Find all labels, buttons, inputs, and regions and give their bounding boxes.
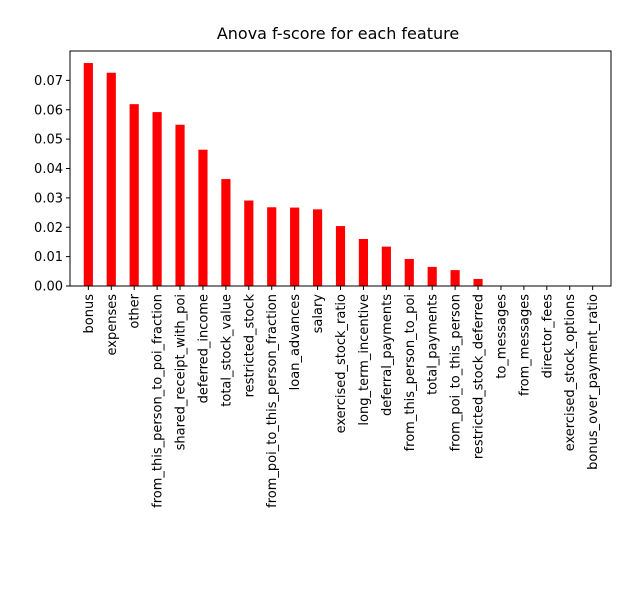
x-tick-label: exercised_stock_ratio xyxy=(334,294,349,433)
x-tick-label: expenses xyxy=(105,294,120,356)
y-tick-label: 0.05 xyxy=(34,133,63,148)
x-tick-label: total_payments xyxy=(426,294,441,395)
x-tick-label: other xyxy=(128,293,143,328)
y-tick-label: 0.07 xyxy=(34,74,63,89)
bar-from_this_person_to_poi_fraction xyxy=(152,112,162,286)
bar-total_stock_value xyxy=(221,179,231,286)
x-tick-label: from_poi_to_this_person xyxy=(449,294,464,451)
bar-long_term_incentive xyxy=(358,239,369,286)
bar-from_poi_to_this_person xyxy=(450,270,460,286)
x-axis: bonus expenses other from_this_person_to_po… xyxy=(82,286,601,508)
bar-salary xyxy=(312,209,323,286)
bar-other xyxy=(129,104,139,286)
bar-restricted_stock_deferred xyxy=(473,278,483,286)
chart-title: Anova f-score for each feature xyxy=(217,24,459,43)
x-tick-label: from_messages xyxy=(517,294,532,396)
y-tick-label: 0.06 xyxy=(34,103,63,118)
bar-from_poi_to_this_person_fraction xyxy=(267,207,277,286)
x-tick-label: from_this_person_to_poi xyxy=(403,294,418,451)
y-axis: 0.00 0.01 0.02 0.03 0.04 0.05 0.06 0.07 xyxy=(34,74,70,295)
x-tick-label: deferral_payments xyxy=(380,294,395,416)
plot-frame xyxy=(69,50,612,287)
bar-exercised_stock_ratio xyxy=(335,226,346,286)
bar-expenses xyxy=(106,72,116,287)
bar-deferral_payments xyxy=(381,246,391,286)
x-tick-label: deferred_income xyxy=(196,294,211,403)
x-tick-label: to_messages xyxy=(494,294,509,379)
bar-loan_advances xyxy=(290,207,300,286)
y-tick-label: 0.02 xyxy=(34,221,63,236)
bar-from_this_person_to_poi xyxy=(404,258,414,286)
x-tick-label: salary xyxy=(311,294,326,334)
bar-deferred_income xyxy=(198,149,208,286)
x-tick-label: long_term_incentive xyxy=(357,294,372,426)
x-tick-label: from_this_person_to_poi_fraction xyxy=(151,294,166,508)
x-tick-label: restricted_stock xyxy=(242,294,257,398)
x-tick-label: bonus xyxy=(82,294,97,334)
x-tick-label: loan_advances xyxy=(288,294,303,391)
y-tick-label: 0.03 xyxy=(34,191,63,206)
y-tick-label: 0.01 xyxy=(34,250,63,265)
x-tick-label: shared_receipt_with_poi xyxy=(174,294,189,450)
bar-restricted_stock xyxy=(244,200,254,286)
x-tick-label: exercised_stock_options xyxy=(563,294,578,452)
x-tick-label: from_poi_to_this_person_fraction xyxy=(265,294,280,508)
bar-series xyxy=(83,63,483,287)
bar-total_payments xyxy=(427,266,437,286)
x-tick-label: total_stock_value xyxy=(219,294,234,407)
x-tick-label: restricted_stock_deferred xyxy=(472,294,487,459)
x-tick-label: bonus_over_payment_ratio xyxy=(586,294,601,470)
y-tick-label: 0.00 xyxy=(34,280,63,295)
x-tick-label: director_fees xyxy=(540,294,555,379)
y-tick-label: 0.04 xyxy=(34,162,63,177)
bar-bonus xyxy=(83,63,93,286)
bar-shared_receipt_with_poi xyxy=(175,124,185,286)
